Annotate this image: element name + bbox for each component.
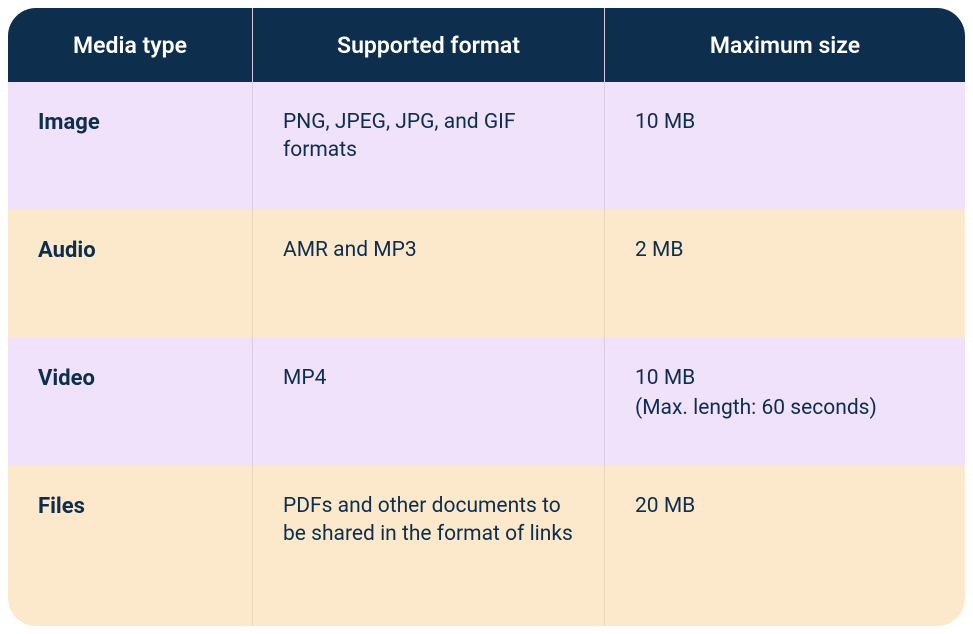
cell-media-type: Video — [8, 338, 253, 466]
cell-media-type: Image — [8, 82, 253, 210]
table-row: Audio AMR and MP3 2 MB — [8, 210, 965, 338]
header-maximum-size: Maximum size — [605, 8, 965, 82]
cell-media-type: Audio — [8, 210, 253, 338]
size-value: 20 MB — [635, 492, 935, 520]
table-row: Video MP4 10 MB (Max. length: 60 seconds… — [8, 338, 965, 466]
header-supported-format: Supported format — [253, 8, 605, 82]
size-value: 10 MB — [635, 364, 935, 392]
size-value: 2 MB — [635, 236, 935, 264]
cell-format: MP4 — [253, 338, 605, 466]
size-value: 10 MB — [635, 108, 935, 136]
media-formats-table: Media type Supported format Maximum size… — [8, 8, 965, 626]
cell-format: PNG, JPEG, JPG, and GIF formats — [253, 82, 605, 210]
table-row: Image PNG, JPEG, JPG, and GIF formats 10… — [8, 82, 965, 210]
cell-media-type: Files — [8, 466, 253, 626]
cell-format: PDFs and other documents to be shared in… — [253, 466, 605, 626]
cell-size: 10 MB — [605, 82, 965, 210]
cell-size: 10 MB (Max. length: 60 seconds) — [605, 338, 965, 466]
header-media-type: Media type — [8, 8, 253, 82]
size-extra: (Max. length: 60 seconds) — [635, 394, 935, 422]
cell-size: 2 MB — [605, 210, 965, 338]
cell-size: 20 MB — [605, 466, 965, 626]
cell-format: AMR and MP3 — [253, 210, 605, 338]
table-header-row: Media type Supported format Maximum size — [8, 8, 965, 82]
table-row: Files PDFs and other documents to be sha… — [8, 466, 965, 626]
